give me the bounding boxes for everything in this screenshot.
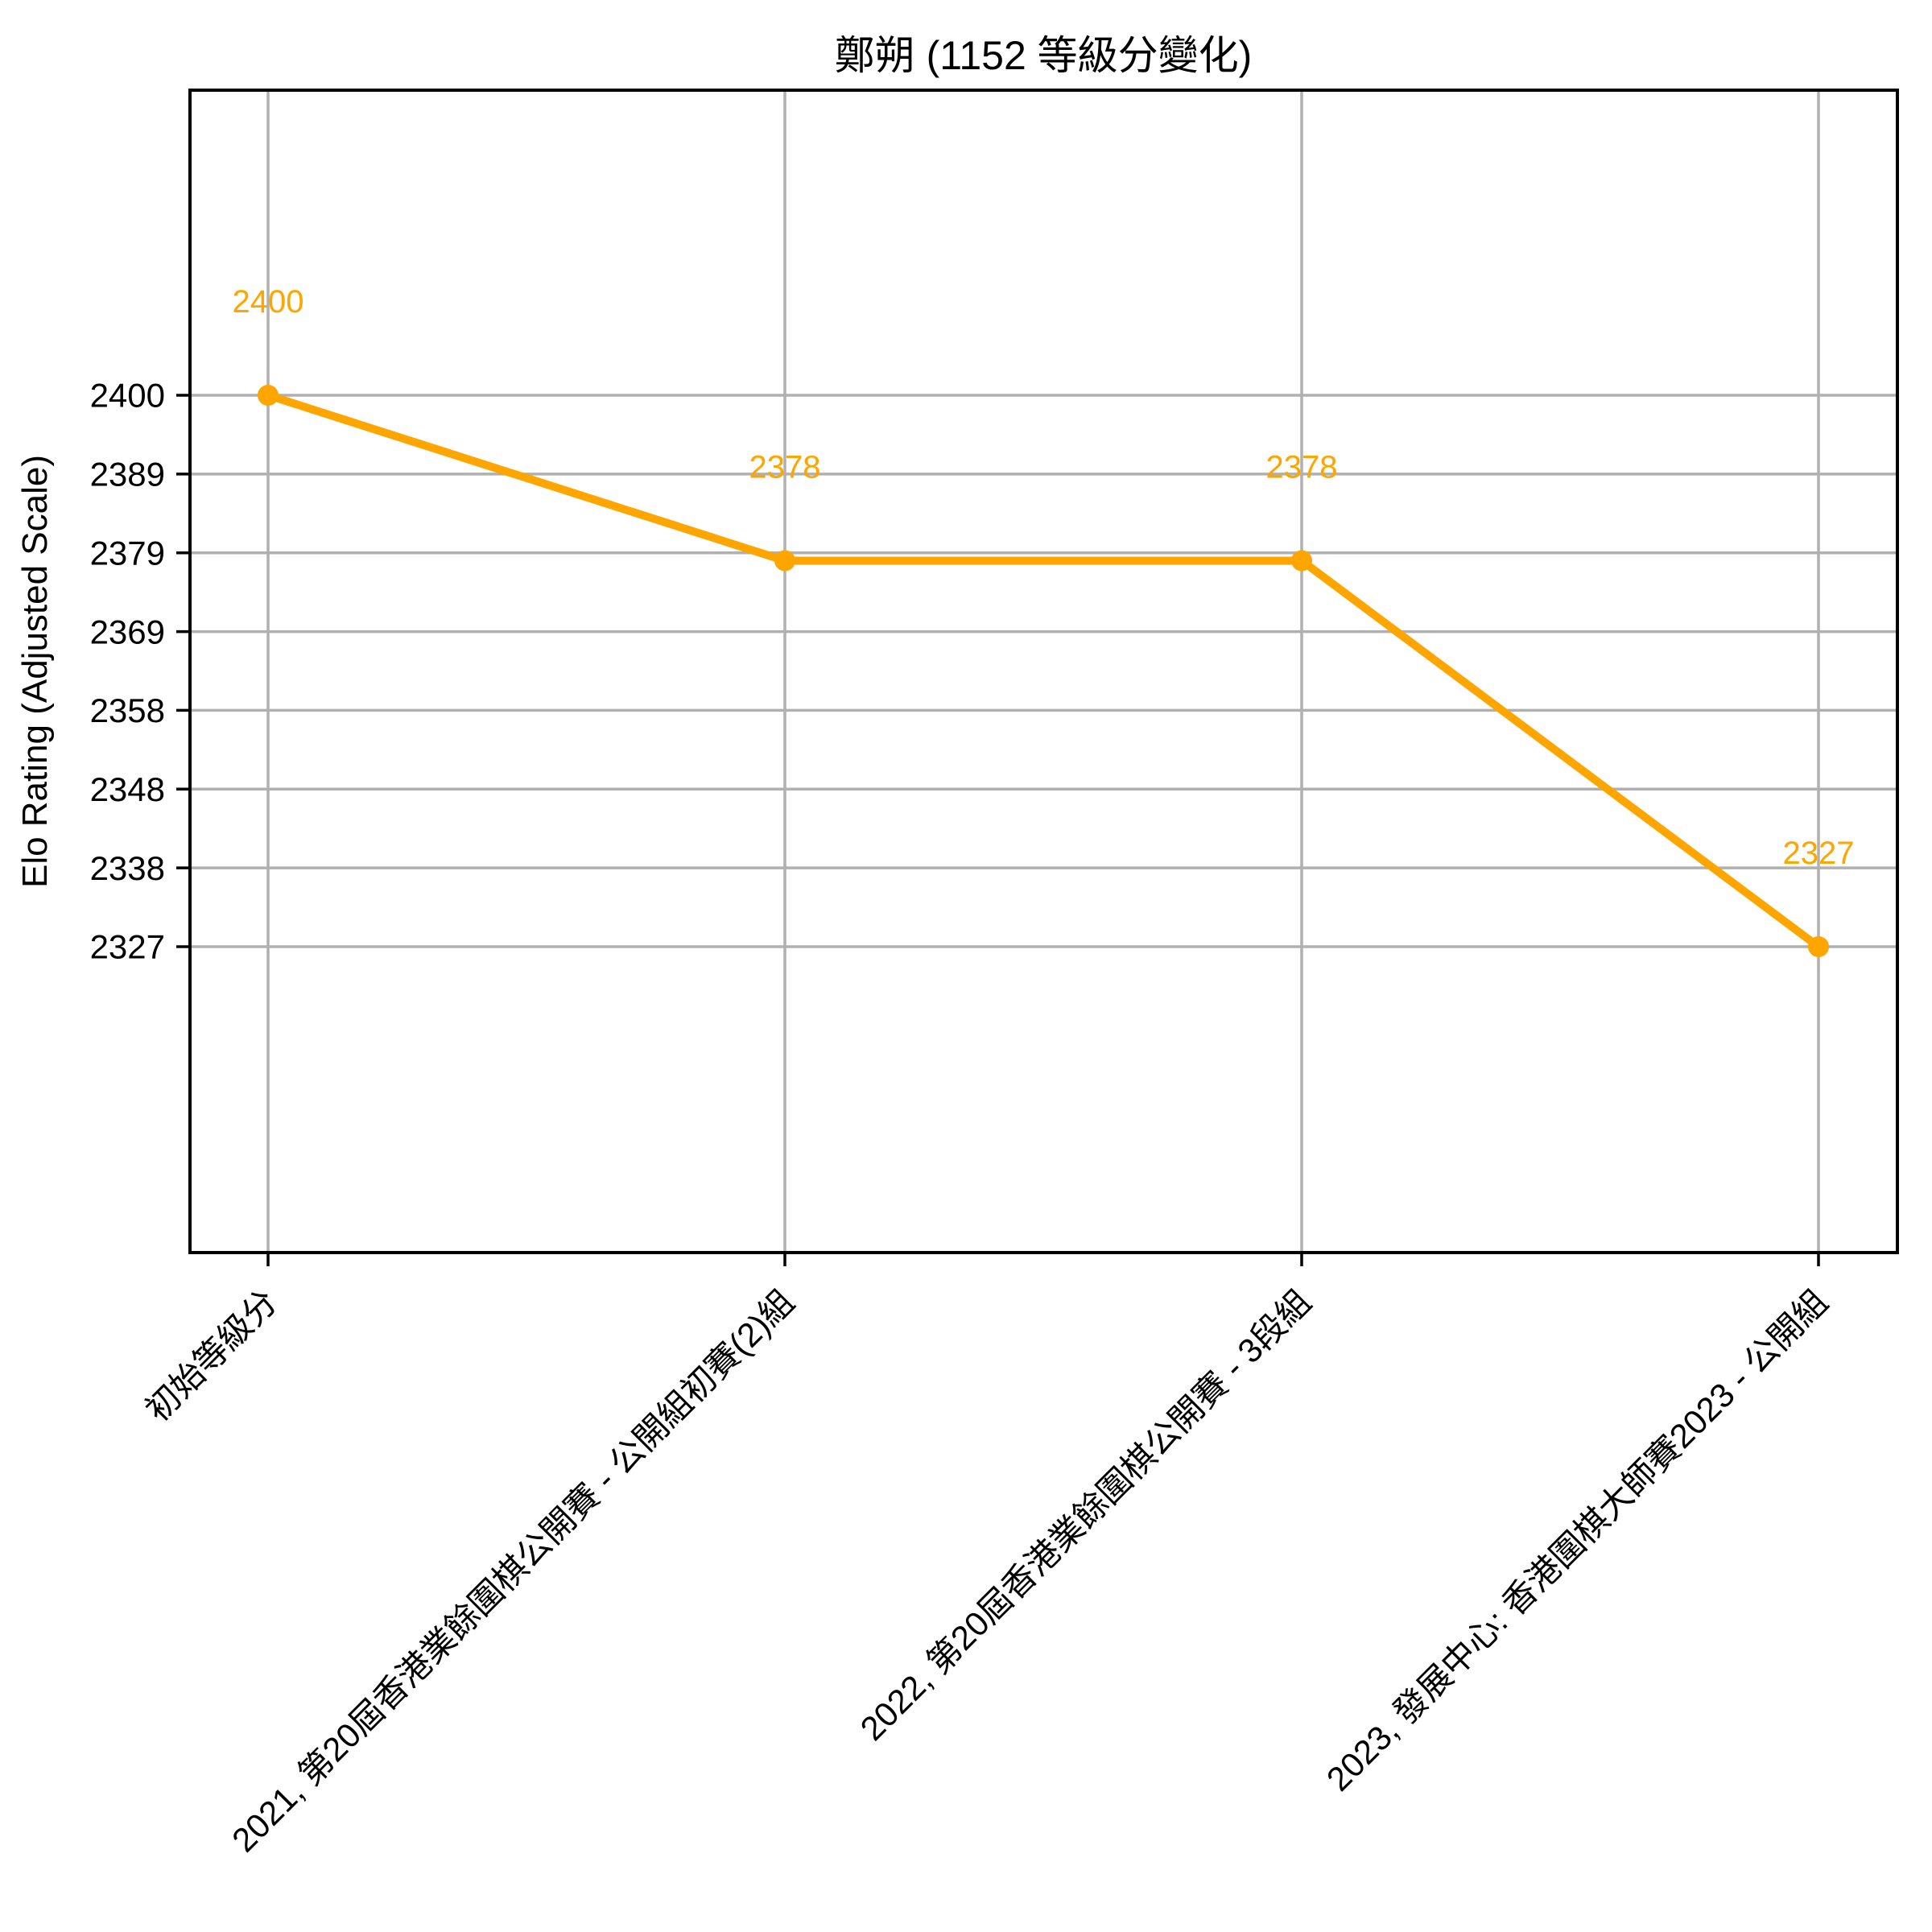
y-tick-label: 2400: [90, 377, 165, 415]
grid-layer: [190, 90, 1897, 1253]
data-point-label: 2378: [749, 450, 821, 485]
y-tick-label: 2338: [90, 849, 165, 887]
y-tick-label: 2379: [90, 534, 165, 572]
x-tick-label: 2021, 第20屆香港業餘圍棋公開賽 - 公開組初賽(2)組: [225, 1282, 801, 1859]
x-tick-label: 2022, 第20屆香港業餘圍棋公開賽 - 3段組: [853, 1282, 1319, 1748]
x-tick-label: 初始等級分: [138, 1282, 285, 1429]
chart-title: 鄭朔 (1152 等級分變化): [835, 33, 1253, 78]
y-axis-label: Elo Rating (Adjusted Scale): [15, 455, 55, 888]
y-tick-label: 2369: [90, 613, 165, 650]
data-point-label: 2400: [233, 284, 304, 320]
data-point-marker: [1291, 550, 1312, 572]
plot-border: [188, 89, 1899, 1254]
data-point-label: 2327: [1783, 836, 1855, 871]
y-tick-label: 2358: [90, 691, 165, 729]
series-layer: [258, 385, 1829, 957]
data-point-marker: [774, 550, 795, 572]
y-tick-label: 2327: [90, 928, 165, 966]
y-tick-label: 2348: [90, 770, 165, 808]
label-layer: 2400 2378 2378 2327: [233, 284, 1855, 871]
elo-line: [264, 391, 1823, 951]
axis-layer: 24002389237923692358234823382327初始等級分202…: [90, 89, 1899, 1860]
data-point-marker: [1808, 936, 1829, 957]
data-point-label: 2378: [1266, 450, 1338, 485]
data-point-marker: [258, 385, 279, 406]
y-tick-label: 2389: [90, 456, 165, 493]
x-tick-label: 2023, 發展中心: 香港圍棋大師賽2023 - 公開組: [1319, 1282, 1835, 1798]
